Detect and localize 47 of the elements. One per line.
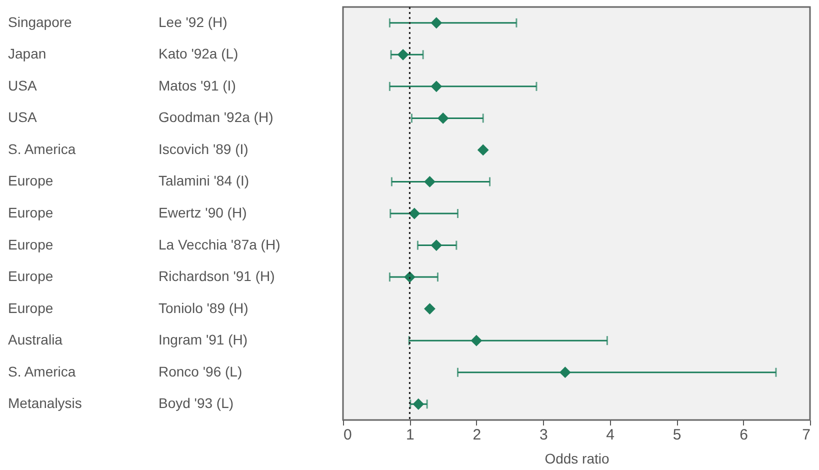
text: Europe: [8, 300, 54, 316]
y-tick-label: Matos '91 (I): [158, 77, 236, 94]
point: [412, 398, 424, 410]
text: S. America: [8, 140, 76, 157]
y-tick-label: Lee '92 (H): [158, 14, 228, 30]
y-tick-label: Goodman '92a (H): [158, 109, 274, 126]
point: [470, 334, 482, 346]
point: [424, 303, 436, 315]
x-tick-label: 3: [539, 426, 548, 444]
x-tick-label: 5: [672, 426, 682, 444]
y-tick-label: Ronco '96 (L): [158, 363, 242, 380]
text: Australia: [8, 332, 63, 348]
text: Europe: [8, 236, 54, 252]
y-tick-label: Toniolo '89 (H): [158, 300, 248, 316]
y-tick-label: Iscovich '89 (I): [158, 140, 248, 157]
text: S. America: [8, 363, 76, 380]
point: [397, 48, 409, 60]
x-tick-label: 4: [606, 426, 615, 444]
point: [424, 176, 436, 188]
text: USA: [8, 109, 38, 126]
y-tick-label: Ingram '91 (H): [158, 332, 248, 348]
text: Singapore: [8, 14, 72, 30]
point: [477, 144, 489, 156]
y-tick-label: Ewertz '90 (H): [158, 204, 247, 220]
text: Europe: [8, 204, 54, 220]
text: Europe: [8, 172, 54, 189]
text: USA: [8, 77, 38, 94]
x-tick-label: 0: [344, 426, 352, 444]
text: Europe: [8, 268, 54, 284]
x-tick-label: 1: [406, 426, 414, 444]
x-tick-label: 7: [802, 426, 810, 444]
x-tick-label: 6: [740, 426, 748, 444]
point: [408, 208, 420, 220]
point: [430, 240, 442, 251]
y-tick-label: La Vecchia '87a (H): [158, 236, 280, 252]
y-tick-label: Kato '92a (L): [158, 46, 238, 62]
x-tick-label: 2: [472, 426, 482, 444]
y-tick-label: Talamini '84 (I): [158, 172, 250, 189]
point: [430, 80, 442, 92]
point: [559, 366, 571, 378]
text: Metanalysis: [8, 395, 82, 412]
y-tick-label: Richardson '91 (H): [158, 268, 275, 284]
point: [430, 17, 442, 29]
point: [437, 112, 449, 124]
text: Japan: [8, 46, 46, 62]
y-tick-label: Boyd '93 (L): [158, 395, 234, 412]
x-axis-title: Odds ratio: [544, 450, 610, 466]
